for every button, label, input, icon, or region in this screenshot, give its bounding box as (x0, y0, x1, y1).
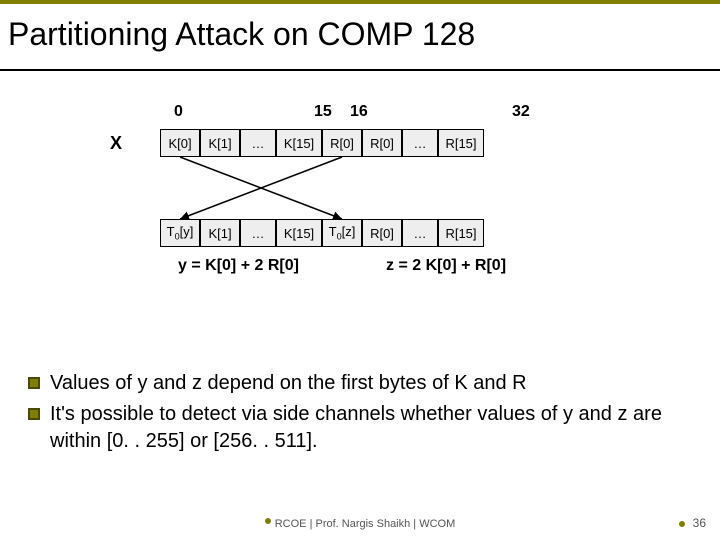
cell: K[1] (200, 129, 240, 157)
cell: R[15] (438, 219, 484, 247)
idx-15: 15 (314, 103, 332, 121)
dot-icon (679, 521, 685, 527)
array-row-1: K[0] K[1] … K[15] R[0] R[0] … R[15] (160, 129, 484, 157)
eq-z: z = 2 K[0] + R[0] (386, 257, 506, 275)
cell: R[0] (362, 219, 402, 247)
page-number-text: 36 (693, 516, 706, 530)
cell-ellipsis: … (402, 219, 438, 247)
cell-text: T0[y] (167, 224, 194, 242)
bullet-marker-icon (28, 377, 40, 389)
cell: K[15] (276, 129, 322, 157)
dot-icon (265, 518, 271, 524)
page-number: 36 (679, 516, 706, 530)
idx-32: 32 (512, 103, 530, 121)
bullet-item: It's possible to detect via side channel… (28, 401, 700, 455)
cell-ellipsis: … (402, 129, 438, 157)
cell: R[15] (438, 129, 484, 157)
cell: K[1] (200, 219, 240, 247)
cell: T0[y] (160, 219, 200, 247)
bullet-text: It's possible to detect via side channel… (50, 401, 700, 455)
diagram: X 0 15 16 32 K[0] K[1] … K[15] R[0] R[0]… (0, 91, 720, 341)
footer-text: RCOE | Prof. Nargis Shaikh | WCOM (275, 518, 456, 530)
cell: R[0] (362, 129, 402, 157)
array-row-2: T0[y] K[1] … K[15] T0[z] R[0] … R[15] (160, 219, 484, 247)
eq-y: y = K[0] + 2 R[0] (178, 257, 299, 275)
cell: K[15] (276, 219, 322, 247)
footer: RCOE | Prof. Nargis Shaikh | WCOM (0, 518, 720, 530)
cell-text: T0[z] (329, 224, 356, 242)
bullet-item: Values of y and z depend on the first by… (28, 370, 700, 397)
bullet-text: Values of y and z depend on the first by… (50, 370, 527, 397)
bullet-marker-icon (28, 408, 40, 420)
cell-ellipsis: … (240, 219, 276, 247)
idx-16: 16 (350, 103, 368, 121)
idx-0: 0 (174, 103, 183, 121)
cell: R[0] (322, 129, 362, 157)
x-label: X (110, 133, 122, 154)
body-text: Values of y and z depend on the first by… (28, 370, 700, 459)
cell-ellipsis: … (240, 129, 276, 157)
cell: K[0] (160, 129, 200, 157)
cell: T0[z] (322, 219, 362, 247)
slide-title: Partitioning Attack on COMP 128 (0, 4, 720, 71)
